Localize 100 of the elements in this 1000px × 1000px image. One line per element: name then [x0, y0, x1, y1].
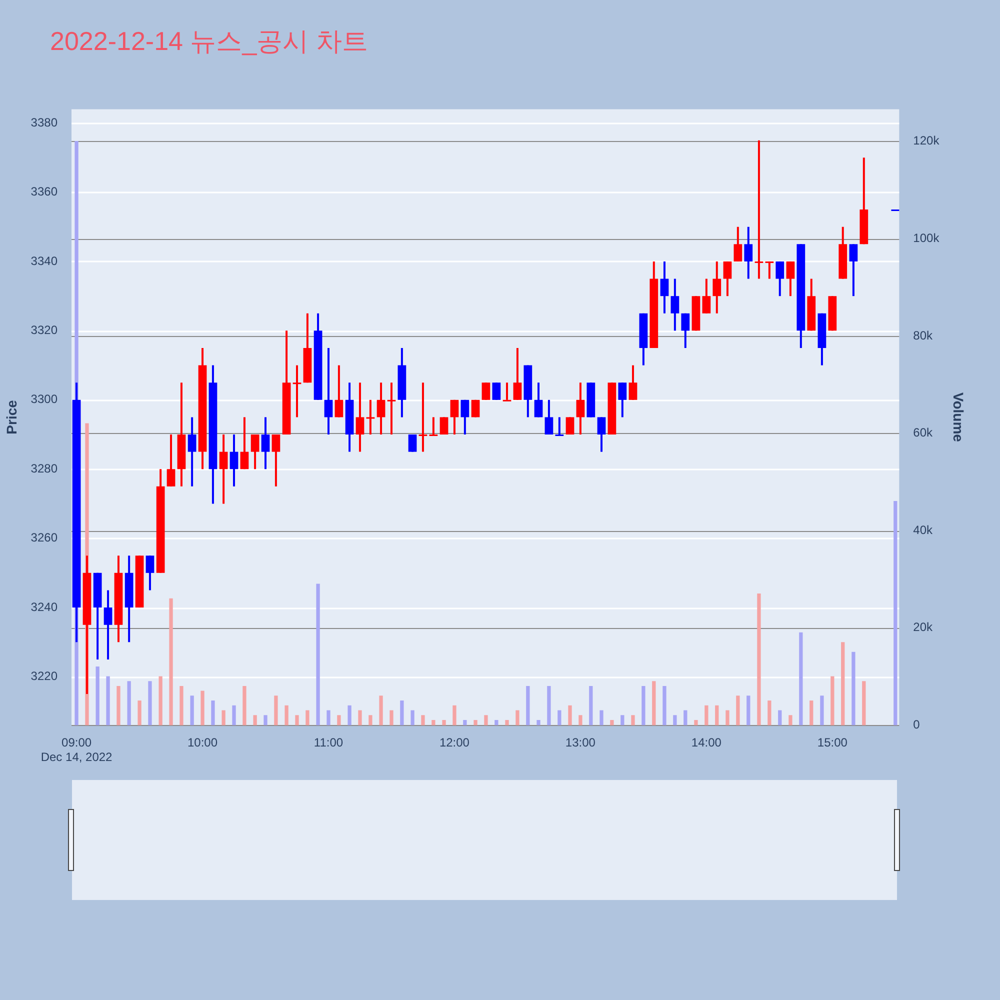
candlestick — [702, 278, 711, 314]
bar — [862, 681, 866, 726]
y-tick-label: 3220 — [30, 669, 58, 684]
candlestick — [534, 382, 543, 418]
bar — [474, 720, 478, 726]
y2-tick-label: 80k — [913, 328, 934, 342]
candlestick — [502, 382, 512, 402]
bar — [180, 686, 184, 726]
bar — [169, 598, 173, 726]
y2-tick-label: 120k — [913, 134, 940, 148]
bar — [242, 686, 246, 726]
bar — [547, 686, 551, 726]
x-tick-label: 15:00 — [817, 736, 848, 750]
y-tick-label: 3240 — [30, 600, 58, 614]
bar — [662, 686, 666, 726]
bar — [631, 715, 635, 726]
x-tick-label: 11:00 — [314, 736, 344, 750]
bar — [432, 720, 436, 726]
bar — [516, 710, 520, 726]
bar — [306, 710, 310, 726]
y-tick-label: 3260 — [30, 530, 58, 545]
y2-tick-label: 100k — [913, 230, 940, 245]
chart-title: 2022-12-14 뉴스_공시 차트 — [50, 25, 368, 58]
candlestick — [408, 434, 417, 453]
bar — [558, 710, 562, 726]
candlestick — [188, 416, 196, 488]
candlestick — [681, 312, 690, 349]
bar — [768, 700, 772, 726]
candlestick — [460, 398, 470, 436]
candlestick — [670, 278, 680, 332]
bar — [106, 676, 110, 726]
y2-axis-title: Volume — [950, 392, 967, 442]
bar — [326, 710, 330, 726]
bar — [494, 720, 498, 726]
bar — [778, 710, 782, 726]
bar — [264, 715, 268, 726]
bar — [148, 681, 152, 726]
candlestick — [272, 434, 280, 488]
y-tick-label: 3360 — [30, 184, 58, 199]
candlestick — [482, 382, 490, 401]
bar — [684, 710, 688, 726]
candlestick — [628, 364, 638, 401]
candlestick — [324, 346, 333, 436]
candlestick — [261, 416, 270, 470]
candlestick — [723, 260, 732, 298]
bar — [600, 710, 604, 726]
candlestick — [660, 260, 669, 314]
candlestick — [250, 434, 260, 470]
candlestick — [513, 346, 522, 401]
candlestick — [366, 398, 375, 436]
y-tick-label: 3320 — [30, 322, 58, 337]
candlestick — [765, 260, 774, 280]
candlestick — [219, 434, 228, 505]
candlestick — [230, 434, 238, 488]
bar — [410, 710, 414, 726]
candlestick — [555, 416, 564, 436]
y-tick-label: 3340 — [30, 254, 58, 268]
candlestick — [166, 434, 176, 488]
bar — [746, 696, 750, 726]
y-tick-label: 3300 — [30, 392, 58, 406]
bar — [337, 715, 341, 726]
bar — [421, 715, 425, 726]
candlestick — [618, 382, 627, 418]
x-tick-label: 10:00 — [188, 736, 218, 750]
bar — [894, 501, 898, 726]
candlestick — [440, 416, 448, 436]
bar — [715, 705, 719, 726]
bar — [96, 666, 100, 726]
y-tick-label: 3280 — [30, 461, 58, 476]
bar — [578, 715, 582, 726]
candlestick — [334, 364, 344, 418]
bar — [652, 681, 656, 726]
bar — [452, 705, 456, 726]
y-tick-label: 3380 — [30, 115, 58, 130]
candlestick — [544, 398, 554, 436]
bar — [358, 710, 362, 726]
bar — [694, 720, 698, 726]
bar — [589, 686, 593, 726]
bar — [852, 652, 856, 726]
bar — [158, 676, 162, 726]
bar — [284, 705, 288, 726]
candlestick — [754, 139, 764, 280]
bar — [295, 715, 299, 726]
bar — [463, 720, 467, 726]
bar — [799, 632, 803, 726]
x-tick-label: 13:00 — [565, 736, 596, 750]
x-tick-label: 14:00 — [691, 736, 722, 750]
candlestick — [776, 260, 784, 298]
y2-tick-label: 0 — [913, 718, 920, 732]
candlestick — [240, 416, 249, 470]
candlestick — [356, 382, 364, 453]
candlestick — [566, 416, 574, 436]
bar — [757, 593, 761, 726]
y2-tick-label: 40k — [913, 522, 934, 537]
bar — [253, 715, 257, 726]
bar — [841, 642, 845, 726]
bar — [810, 700, 814, 726]
bar — [526, 686, 530, 726]
bar — [442, 720, 446, 726]
bar — [484, 715, 488, 726]
